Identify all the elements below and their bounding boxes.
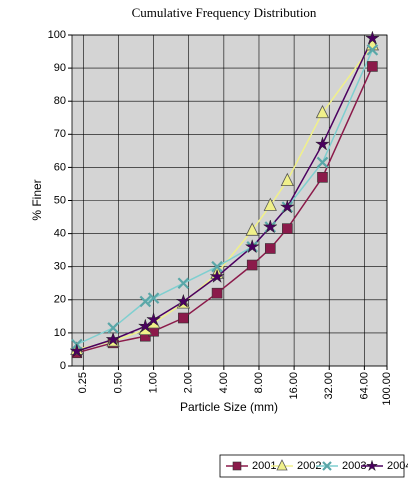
legend-label: 2001 bbox=[252, 460, 276, 472]
x-tick-label: 1.00 bbox=[147, 372, 159, 393]
legend-marker bbox=[322, 461, 332, 471]
marker bbox=[262, 219, 278, 234]
marker bbox=[317, 172, 328, 183]
marker bbox=[244, 238, 260, 254]
marker bbox=[263, 197, 277, 211]
marker bbox=[105, 331, 121, 346]
marker bbox=[147, 292, 160, 304]
legend-marker bbox=[232, 461, 242, 471]
y-axis-title: % Finer bbox=[30, 179, 44, 220]
x-tick-label: 100.00 bbox=[381, 372, 393, 406]
marker bbox=[246, 259, 258, 271]
legend-marker bbox=[365, 459, 379, 472]
marker bbox=[139, 295, 152, 308]
x-tick-label: 16.00 bbox=[288, 372, 300, 400]
x-tick-label: 0.25 bbox=[77, 372, 89, 393]
y-tick-label: 90 bbox=[54, 62, 66, 74]
marker bbox=[177, 277, 190, 290]
y-tick-label: 30 bbox=[54, 261, 66, 273]
marker bbox=[264, 243, 276, 254]
legend-label: 2002 bbox=[297, 460, 321, 472]
y-tick-label: 80 bbox=[54, 95, 66, 107]
legend-label: 2003 bbox=[342, 460, 366, 472]
y-tick-label: 100 bbox=[48, 29, 66, 41]
legend-box bbox=[219, 454, 405, 478]
y-tick-label: 40 bbox=[54, 228, 66, 240]
marker bbox=[280, 172, 294, 187]
marker bbox=[107, 322, 119, 334]
y-tick-label: 0 bbox=[60, 360, 66, 372]
chart-title: Cumulative Frequency Distribution bbox=[132, 5, 317, 20]
marker bbox=[209, 268, 225, 284]
marker bbox=[367, 61, 378, 72]
marker bbox=[245, 222, 259, 236]
legend-label: 2004 bbox=[387, 460, 408, 472]
x-axis-title: Particle Size (mm) bbox=[180, 400, 278, 414]
marker bbox=[364, 30, 380, 45]
marker bbox=[366, 44, 379, 56]
y-tick-label: 20 bbox=[54, 294, 66, 306]
marker bbox=[175, 293, 191, 308]
marker bbox=[69, 343, 85, 358]
y-tick-label: 10 bbox=[54, 327, 66, 339]
y-tick-label: 60 bbox=[54, 161, 66, 173]
marker bbox=[146, 311, 162, 326]
marker bbox=[211, 287, 223, 299]
x-tick-label: 0.50 bbox=[112, 372, 124, 393]
y-tick-label: 50 bbox=[54, 194, 66, 206]
marker bbox=[211, 260, 223, 273]
x-tick-label: 2.00 bbox=[183, 372, 195, 393]
marker bbox=[316, 156, 329, 169]
marker bbox=[282, 223, 293, 234]
x-tick-label: 8.00 bbox=[253, 372, 265, 393]
marker bbox=[315, 104, 330, 119]
x-tick-label: 4.00 bbox=[218, 372, 230, 393]
y-tick-label: 70 bbox=[54, 128, 66, 140]
legend-marker bbox=[276, 459, 288, 471]
marker bbox=[279, 199, 295, 214]
x-tick-label: 64.00 bbox=[358, 372, 370, 400]
marker bbox=[314, 136, 330, 151]
marker bbox=[178, 312, 189, 324]
x-tick-label: 32.00 bbox=[323, 372, 335, 400]
